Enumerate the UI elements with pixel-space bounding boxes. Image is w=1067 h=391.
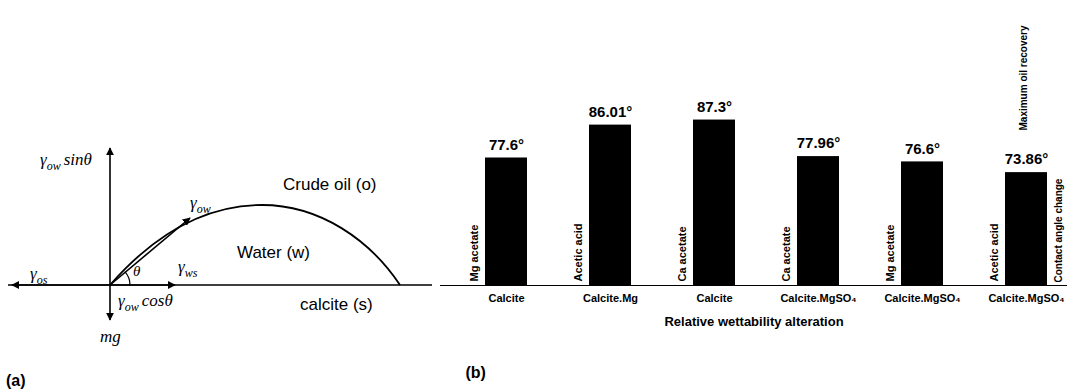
svg-text:Ca acetate: Ca acetate [676,226,688,281]
svg-text:Calcite.Mg: Calcite.Mg [583,292,638,304]
svg-text:Ca acetate: Ca acetate [780,226,792,281]
svg-text:Calcite.MgSO₄: Calcite.MgSO₄ [780,292,856,304]
svg-text:θ: θ [133,263,141,279]
svg-text:Mg acetate: Mg acetate [884,225,896,282]
svg-text:77.96°: 77.96° [797,134,841,151]
svg-text:Calcite: Calcite [488,292,524,304]
svg-text:76.6°: 76.6° [905,140,940,157]
svg-text:Calcite: Calcite [696,292,732,304]
svg-text:Mg acetate: Mg acetate [468,225,480,282]
svg-text:γws: γws [178,257,198,280]
svg-text:γos: γos [30,264,48,287]
svg-text:mg: mg [100,327,121,346]
svg-text:86.01°: 86.01° [589,103,633,120]
svg-text:γowsinθ: γowsinθ [40,150,92,173]
svg-text:Maximum oil recovery: Maximum oil recovery [1018,25,1029,130]
svg-text:73.86°: 73.86° [1005,150,1049,167]
svg-text:Crude oil (o): Crude oil (o) [283,175,377,194]
svg-text:87.3°: 87.3° [697,98,732,115]
svg-text:γowcosθ: γowcosθ [118,291,173,314]
svg-text:Contact angle change: Contact angle change [1053,178,1064,282]
svg-text:calcite (s): calcite (s) [300,295,373,314]
svg-text:Calcite.MgSO₄: Calcite.MgSO₄ [884,292,960,304]
svg-text:(b): (b) [466,364,486,381]
svg-text:77.6°: 77.6° [489,136,524,153]
svg-text:Acetic acid: Acetic acid [572,223,584,281]
svg-text:(a): (a) [6,372,26,389]
svg-text:Water (w): Water (w) [237,243,310,262]
svg-text:Relative wettability alteratio: Relative wettability alteration [664,314,843,329]
svg-text:Acetic acid: Acetic acid [988,223,1000,281]
svg-text:Calcite.MgSO₄: Calcite.MgSO₄ [988,292,1064,304]
svg-text:γow: γow [190,193,211,216]
